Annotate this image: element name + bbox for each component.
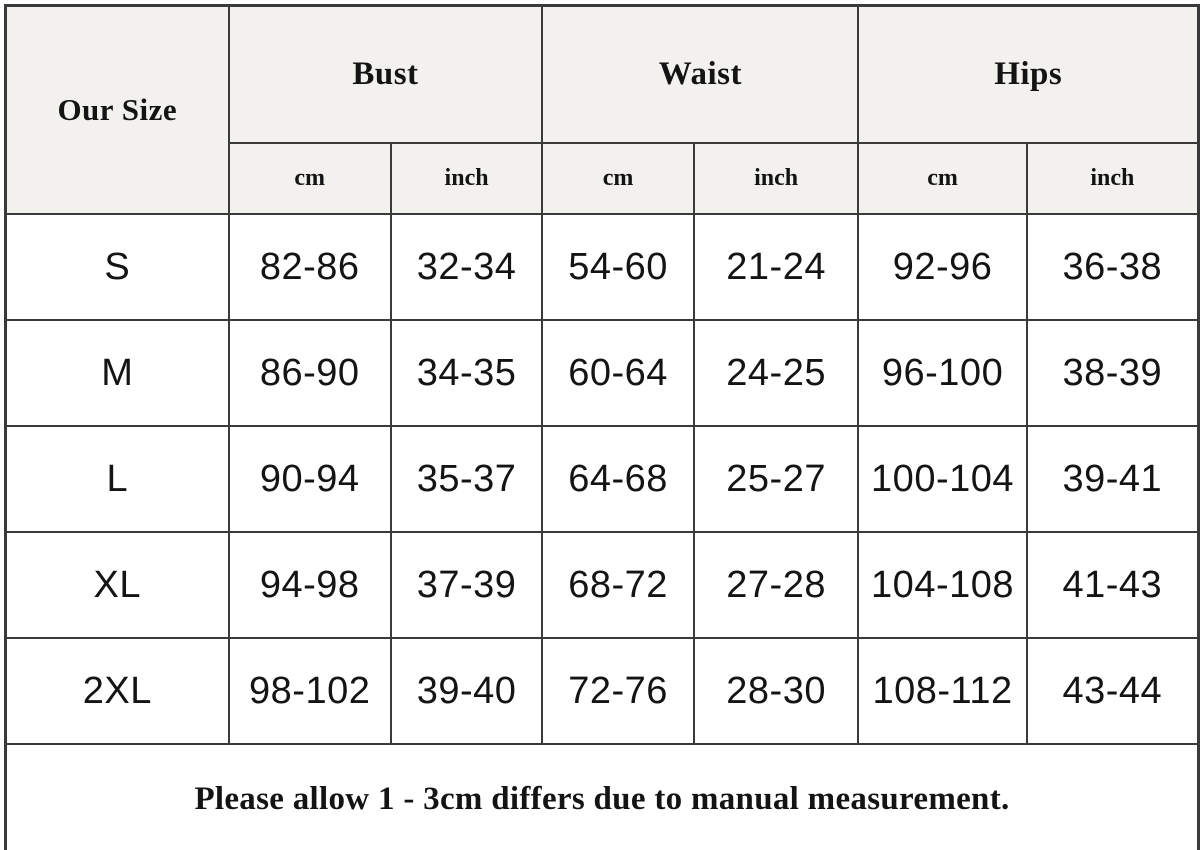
unit-header-waist-inch: inch bbox=[692, 142, 860, 215]
unit-header-row: cm inch cm inch cm inch bbox=[6, 142, 1200, 215]
table-header: Our Size Bust Waist Hips cm inch cm inch… bbox=[4, 4, 1200, 215]
measurement-cell: 104-108 bbox=[857, 531, 1028, 639]
measurement-cell: 68-72 bbox=[541, 531, 695, 639]
measurement-cell: 108-112 bbox=[857, 637, 1028, 745]
measurement-cell: 86-90 bbox=[227, 319, 392, 427]
measurement-cell: 54-60 bbox=[541, 213, 695, 321]
measurement-cell: 90-94 bbox=[227, 425, 392, 533]
size-cell: L bbox=[4, 425, 230, 533]
table-row-l: L 90-94 35-37 64-68 25-27 100-104 39-41 bbox=[4, 425, 1200, 533]
measurement-cell: 34-35 bbox=[389, 319, 544, 427]
table-row-2xl: 2XL 98-102 39-40 72-76 28-30 108-112 43-… bbox=[4, 637, 1200, 745]
table-row-xl: XL 94-98 37-39 68-72 27-28 104-108 41-43 bbox=[4, 531, 1200, 639]
measurement-cell: 82-86 bbox=[227, 213, 392, 321]
unit-header-hips-cm: cm bbox=[857, 142, 1028, 215]
measurement-cell: 21-24 bbox=[692, 213, 860, 321]
unit-header-bust-inch: inch bbox=[389, 142, 544, 215]
measurement-cell: 72-76 bbox=[541, 637, 695, 745]
unit-header-bust-cm: cm bbox=[227, 142, 392, 215]
measurement-cell: 39-41 bbox=[1025, 425, 1200, 533]
measurement-cell: 39-40 bbox=[389, 637, 544, 745]
measurement-cell: 25-27 bbox=[692, 425, 860, 533]
table-row-s: S 82-86 32-34 54-60 21-24 92-96 36-38 bbox=[4, 213, 1200, 321]
measurement-cell: 96-100 bbox=[857, 319, 1028, 427]
footnote-row: Please allow 1 - 3cm differs due to manu… bbox=[4, 743, 1200, 850]
table-footer: Please allow 1 - 3cm differs due to manu… bbox=[4, 743, 1200, 850]
group-header-row: Our Size Bust Waist Hips bbox=[4, 4, 1200, 215]
measurement-cell: 94-98 bbox=[227, 531, 392, 639]
measurement-cell: 92-96 bbox=[857, 213, 1028, 321]
measurement-cell: 100-104 bbox=[857, 425, 1028, 533]
unit-header-hips-inch: inch bbox=[1025, 142, 1200, 215]
measurement-cell: 41-43 bbox=[1025, 531, 1200, 639]
measurement-cell: 28-30 bbox=[692, 637, 860, 745]
measurement-cell: 35-37 bbox=[389, 425, 544, 533]
size-cell: 2XL bbox=[4, 637, 230, 745]
measurement-disclaimer: Please allow 1 - 3cm differs due to manu… bbox=[4, 743, 1200, 850]
size-chart-table: Our Size Bust Waist Hips cm inch cm inch… bbox=[4, 4, 1200, 850]
measurement-cell: 43-44 bbox=[1025, 637, 1200, 745]
table-body: S 82-86 32-34 54-60 21-24 92-96 36-38 M … bbox=[4, 213, 1200, 745]
measurement-cell: 64-68 bbox=[541, 425, 695, 533]
measurement-cell: 27-28 bbox=[692, 531, 860, 639]
table-row-m: M 86-90 34-35 60-64 24-25 96-100 38-39 bbox=[4, 319, 1200, 427]
measurement-cell: 36-38 bbox=[1025, 213, 1200, 321]
unit-header-waist-cm: cm bbox=[541, 142, 695, 215]
group-header-waist: Waist bbox=[541, 4, 860, 144]
measurement-cell: 60-64 bbox=[541, 319, 695, 427]
size-cell: M bbox=[4, 319, 230, 427]
measurement-cell: 24-25 bbox=[692, 319, 860, 427]
measurement-cell: 38-39 bbox=[1025, 319, 1200, 427]
measurement-cell: 37-39 bbox=[389, 531, 544, 639]
corner-header-our-size: Our Size bbox=[4, 4, 230, 215]
size-cell: S bbox=[4, 213, 230, 321]
measurement-cell: 98-102 bbox=[227, 637, 392, 745]
group-header-hips: Hips bbox=[857, 4, 1200, 144]
measurement-cell: 32-34 bbox=[389, 213, 544, 321]
size-cell: XL bbox=[4, 531, 230, 639]
group-header-bust: Bust bbox=[227, 4, 544, 144]
